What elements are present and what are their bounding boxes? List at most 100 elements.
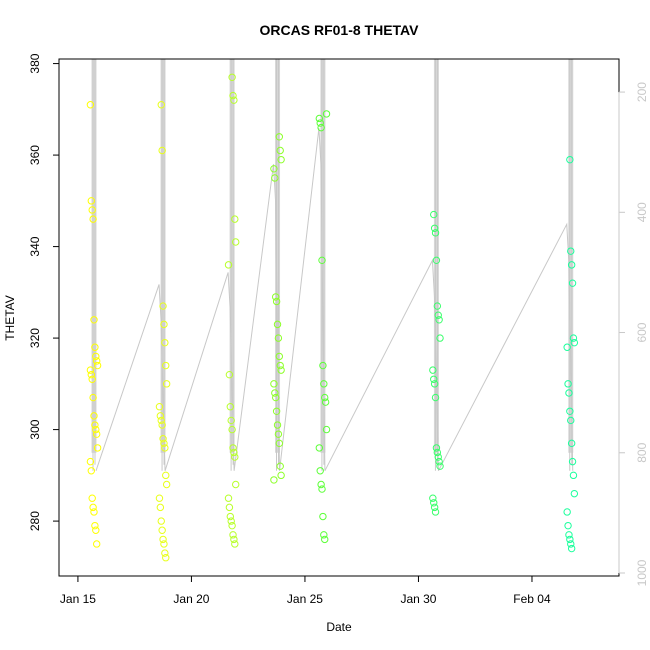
data-point bbox=[319, 512, 327, 521]
data-point bbox=[231, 453, 239, 461]
plot-frame bbox=[58, 58, 620, 577]
data-point bbox=[321, 535, 329, 544]
data-point bbox=[434, 453, 442, 461]
data-point bbox=[570, 489, 579, 498]
data-point bbox=[231, 215, 239, 223]
profile-band bbox=[275, 59, 281, 453]
data-point bbox=[567, 544, 576, 553]
y-axis: 280 300 320 340 360 380 bbox=[28, 53, 60, 531]
data-point bbox=[566, 155, 574, 164]
data-point bbox=[91, 421, 99, 429]
data-point bbox=[570, 338, 579, 347]
data-point bbox=[230, 448, 238, 457]
data-point bbox=[569, 334, 578, 342]
data-point bbox=[569, 471, 578, 480]
data-point bbox=[430, 380, 439, 388]
data-point bbox=[225, 503, 234, 512]
data-point bbox=[162, 471, 170, 480]
data-point bbox=[228, 73, 236, 82]
data-point bbox=[158, 526, 166, 534]
data-point bbox=[320, 380, 328, 388]
data-point bbox=[91, 521, 99, 530]
data-point bbox=[273, 421, 282, 429]
data-point bbox=[318, 485, 326, 493]
data-point bbox=[431, 508, 440, 516]
data-point bbox=[272, 293, 280, 301]
y-tick-label: 340 bbox=[28, 236, 42, 256]
data-point bbox=[158, 421, 166, 429]
data-point bbox=[162, 553, 170, 562]
data-point bbox=[229, 444, 237, 452]
data-point bbox=[563, 508, 571, 516]
data-point bbox=[274, 430, 283, 438]
data-point bbox=[93, 430, 101, 438]
data-point bbox=[87, 467, 96, 475]
y-axis-label: THETAV bbox=[3, 295, 17, 341]
data-point bbox=[316, 119, 324, 127]
data-point bbox=[88, 206, 96, 214]
data-point bbox=[92, 526, 100, 534]
data-point bbox=[321, 398, 330, 406]
data-point bbox=[228, 521, 236, 530]
data-point bbox=[93, 540, 101, 548]
data-point bbox=[276, 146, 284, 155]
data-point bbox=[273, 320, 282, 329]
profile-band bbox=[320, 59, 326, 453]
data-point bbox=[430, 499, 438, 507]
data-points bbox=[86, 73, 579, 562]
data-point bbox=[88, 494, 96, 502]
data-point bbox=[436, 462, 444, 470]
data-point bbox=[430, 224, 439, 232]
data-point bbox=[566, 535, 574, 544]
data-point bbox=[275, 352, 284, 361]
data-point bbox=[87, 370, 96, 379]
data-point bbox=[270, 476, 278, 484]
data-point bbox=[159, 302, 167, 310]
data-point bbox=[315, 114, 324, 123]
data-point bbox=[322, 110, 331, 118]
data-point bbox=[275, 439, 284, 448]
x-tick-label: Feb 04 bbox=[513, 592, 551, 606]
data-point bbox=[567, 247, 575, 255]
data-point bbox=[93, 444, 102, 452]
data-point bbox=[321, 393, 329, 402]
data-point bbox=[315, 444, 324, 452]
data-point bbox=[272, 297, 281, 306]
data-point bbox=[157, 101, 165, 109]
data-point bbox=[86, 101, 95, 109]
data-point bbox=[162, 361, 170, 370]
profile-band bbox=[433, 59, 439, 453]
data-point bbox=[229, 531, 237, 539]
y-tick-label: 320 bbox=[28, 328, 42, 348]
data-point bbox=[89, 503, 97, 512]
data-point bbox=[228, 425, 236, 434]
x-tick-label: Jan 15 bbox=[60, 592, 96, 606]
data-point bbox=[230, 96, 238, 104]
data-point bbox=[155, 403, 164, 411]
data-point bbox=[275, 133, 284, 141]
data-point bbox=[162, 380, 171, 388]
data-point bbox=[276, 462, 284, 470]
data-point bbox=[317, 480, 325, 489]
data-point bbox=[157, 416, 165, 425]
y-tick-label: 280 bbox=[28, 511, 42, 531]
x-tick-label: Jan 30 bbox=[400, 592, 436, 606]
data-point bbox=[230, 535, 238, 544]
data-point bbox=[89, 215, 97, 223]
profile-band bbox=[229, 59, 235, 453]
data-point bbox=[270, 380, 278, 388]
data-point bbox=[88, 375, 96, 383]
pressure-profile-lines bbox=[91, 59, 574, 472]
data-point bbox=[318, 256, 326, 265]
data-point bbox=[277, 155, 285, 164]
data-point bbox=[156, 412, 165, 420]
y2-tick-label: 400 bbox=[635, 202, 649, 222]
data-point bbox=[567, 416, 575, 425]
data-point bbox=[232, 238, 240, 246]
x-axis-label: Date bbox=[326, 620, 352, 634]
data-point bbox=[157, 517, 165, 525]
data-point bbox=[224, 494, 233, 502]
data-point bbox=[429, 494, 437, 502]
data-point bbox=[272, 393, 280, 402]
data-point bbox=[160, 540, 168, 548]
